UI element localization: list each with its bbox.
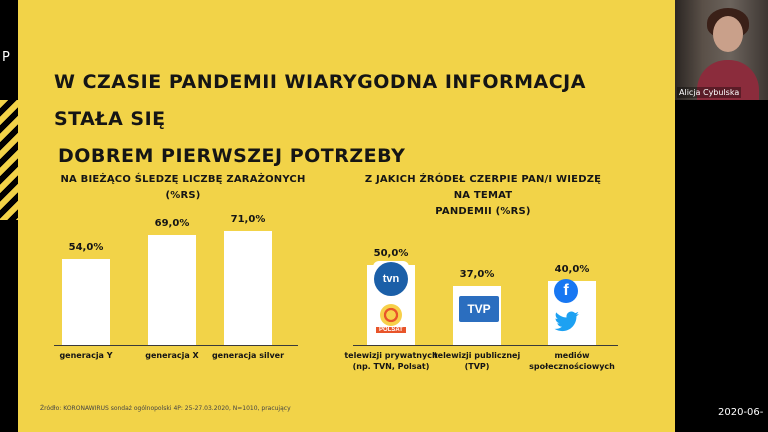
right-category-label-3: mediów społecznościowych — [529, 351, 615, 371]
left-value-label-2: 69,0% — [154, 217, 190, 229]
right-chart-baseline — [353, 345, 618, 346]
twitter-bird-icon — [554, 311, 579, 332]
left-edge-strip: P — [0, 0, 18, 432]
polsat-sun-icon — [380, 303, 402, 326]
right-value-label-2: 37,0% — [459, 268, 495, 280]
slide-title-line1: W CZASIE PANDEMII WIARYGODNA INFORMACJA … — [54, 71, 586, 130]
participant-face — [713, 16, 743, 52]
left-bar-2 — [148, 234, 196, 345]
left-bar-1 — [62, 258, 110, 345]
twitter-icon — [553, 311, 581, 333]
left-category-label-2: generacja X — [145, 351, 199, 360]
tvp-logo: TVP — [459, 296, 499, 322]
left-category-label-3: generacja silver — [211, 351, 285, 360]
right-value-label-3: 40,0% — [554, 264, 590, 275]
left-edge-letter: P — [2, 50, 10, 65]
presentation-slide: W CZASIE PANDEMII WIARYGODNA INFORMACJA … — [18, 0, 675, 432]
tvn-logo-text: tvn — [374, 262, 408, 296]
slide-title: W CZASIE PANDEMII WIARYGODNA INFORMACJA … — [54, 64, 614, 175]
hatch-decoration — [0, 100, 18, 220]
slide-title-line2: DOBREM PIERWSZEJ POTRZEBY — [58, 145, 406, 167]
left-bar-3 — [224, 231, 272, 345]
right-chart-title-line2: PANDEMII (%RS) — [435, 206, 531, 217]
facebook-icon: f — [554, 279, 578, 303]
recording-date: 2020-06- — [718, 407, 764, 418]
left-chart-baseline — [54, 345, 298, 346]
left-value-label-1: 54,0% — [68, 241, 104, 253]
right-category-label-2: telewizji publicznej (TVP) — [433, 351, 521, 371]
right-value-label-1: 50,0% — [373, 248, 409, 259]
right-chart-title: Z JAKICH ŹRÓDEŁ CZERPIE PAN/I WIEDZĘ NA … — [358, 172, 608, 220]
left-value-label-3: 71,0% — [230, 214, 266, 226]
right-category-label-1: telewizji prywatnych (np. TVN, Polsat) — [344, 351, 438, 371]
polsat-logo-text: POLSAT — [376, 326, 406, 333]
left-category-label-1: generacja Y — [59, 351, 113, 360]
right-chart-title-line1: Z JAKICH ŹRÓDEŁ CZERPIE PAN/I WIEDZĘ NA … — [364, 174, 602, 201]
participant-body — [697, 60, 759, 100]
participant-video-tile[interactable]: Alicja Cybulska — [675, 0, 768, 100]
left-chart-title: NA BIEŻĄCO ŚLEDZĘ LICZBĘ ZARAŻONYCH (%RS… — [60, 174, 306, 201]
source-note: Źródło: KORONAWIRUS sondaż ogólnopolski … — [40, 405, 291, 412]
participant-name: Alicja Cybulska — [677, 87, 742, 98]
polsat-logo: POLSAT — [373, 300, 409, 336]
tvn-logo: tvn — [373, 261, 409, 297]
